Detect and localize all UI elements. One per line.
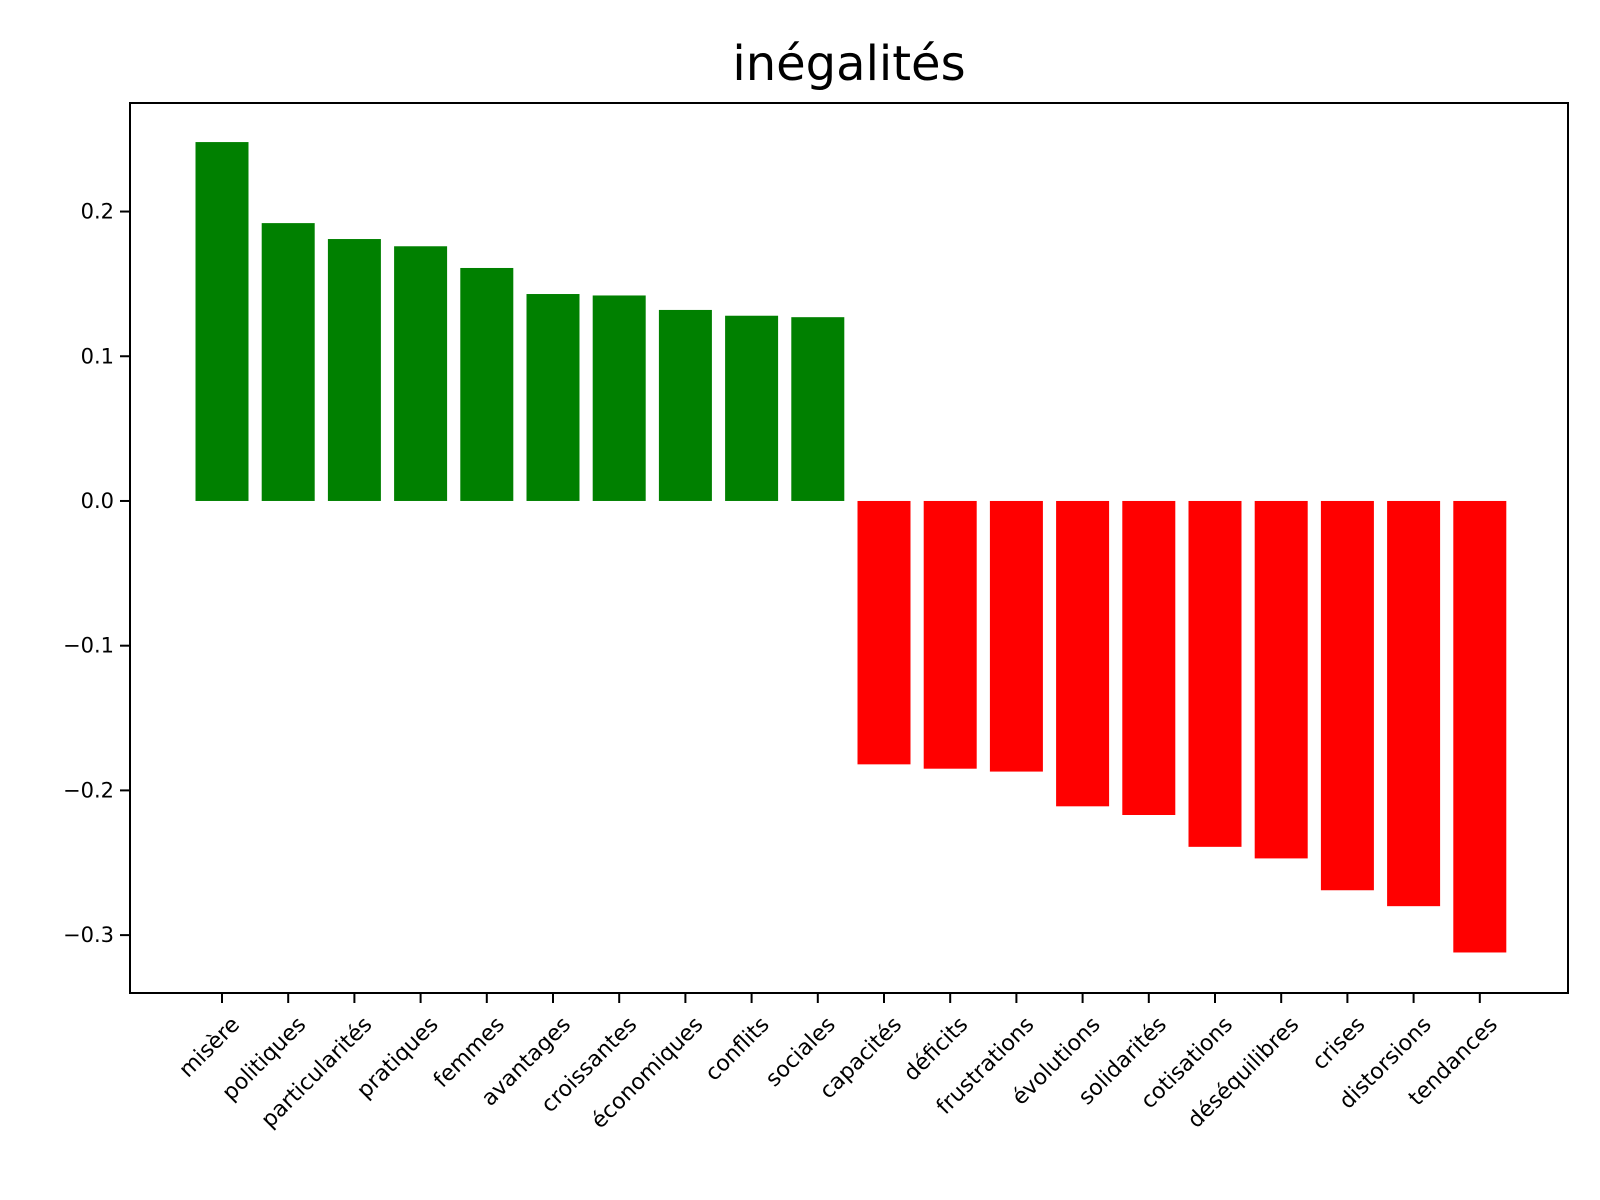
- bar-3: [394, 246, 448, 501]
- bar-15: [1188, 500, 1242, 847]
- y-tick-label-1: 0.1: [81, 344, 114, 368]
- bar-1: [261, 223, 315, 501]
- y-axis: 0.2 0.1 0.0 −0.1 −0.2 −0.3: [63, 200, 130, 947]
- bar-9: [791, 317, 845, 501]
- bars-group: [195, 142, 1507, 953]
- bar-14: [1122, 500, 1176, 815]
- bar-7: [658, 309, 712, 501]
- bar-13: [1056, 500, 1110, 807]
- x-axis: misèrepolitiquesparticularitéspratiquesf…: [175, 993, 1503, 1134]
- bar-18: [1387, 500, 1441, 907]
- chart-title: inégalités: [732, 36, 965, 92]
- y-tick-label-2: 0.0: [81, 489, 114, 513]
- y-tick-label-5: −0.3: [63, 923, 114, 947]
- bar-17: [1320, 500, 1374, 891]
- x-tick-label-17: crises: [1308, 1012, 1371, 1075]
- plot-frame: [129, 102, 1569, 994]
- y-tick-label-3: −0.1: [63, 634, 114, 658]
- bar-0: [195, 142, 249, 501]
- bar-19: [1453, 500, 1507, 953]
- bar-11: [923, 500, 977, 769]
- bar-6: [592, 295, 646, 501]
- bar-5: [526, 294, 580, 501]
- bar-10: [857, 500, 911, 765]
- bar-16: [1254, 500, 1308, 859]
- y-tick-label-4: −0.2: [63, 778, 114, 802]
- y-tick-label-0: 0.2: [81, 200, 114, 224]
- bar-2: [327, 239, 381, 501]
- bar-4: [460, 267, 514, 501]
- bar-12: [989, 500, 1043, 772]
- bar-8: [725, 315, 779, 501]
